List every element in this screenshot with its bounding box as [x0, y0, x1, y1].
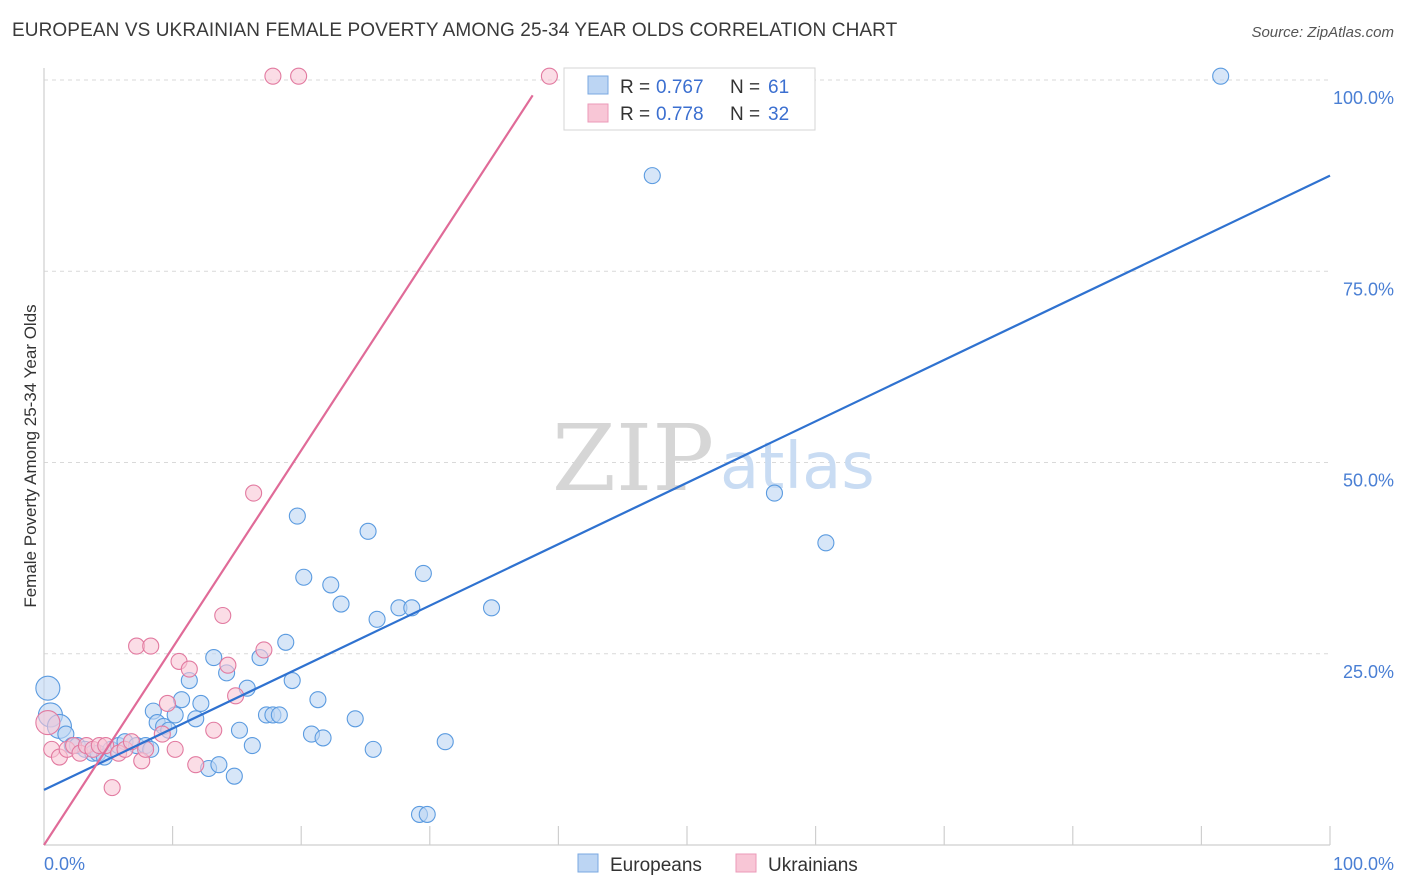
legend-r-label: R = [620, 104, 650, 125]
europeans-point [414, 564, 432, 582]
y-tick-label: 75.0% [1343, 279, 1394, 299]
europeans-point [332, 595, 350, 613]
legend-swatch-europeans [587, 75, 609, 95]
ukrainians-point [187, 756, 205, 774]
europeans-point [205, 649, 223, 667]
ukrainians-point [219, 656, 237, 674]
bottom-legend-swatch-europeans [577, 853, 599, 873]
europeans-point [765, 484, 783, 502]
ukrainians-point [35, 710, 61, 736]
europeans-point [314, 729, 332, 747]
europeans-point [309, 691, 327, 709]
chart-title: EUROPEAN VS UKRAINIAN FEMALE POVERTY AMO… [12, 20, 898, 41]
europeans-point [277, 633, 295, 651]
europeans-point [243, 736, 261, 755]
europeans-point [418, 805, 436, 823]
europeans-point [192, 694, 210, 713]
legend-r-value-europeans: 0.767 [656, 77, 704, 98]
ukrainians-point [264, 67, 282, 85]
europeans-point [187, 710, 205, 728]
ukrainians-point [255, 641, 273, 659]
legend-n-value-europeans: 61 [768, 77, 789, 98]
ukrainians-point [540, 67, 558, 85]
y-tick-label: 100.0% [1333, 88, 1394, 108]
europeans-point [322, 576, 340, 594]
legend-swatch-ukrainians [587, 103, 609, 123]
ukrainians-point [166, 740, 184, 758]
europeans-point [346, 710, 364, 728]
trend-lines [43, 94, 1331, 846]
legend-n-value-ukrainians: 32 [768, 104, 789, 125]
trend-line-europeans [43, 174, 1331, 791]
legend: R = 0.767 N = 61 R = 0.778 N = 32 [563, 67, 816, 131]
europeans-point [288, 507, 306, 525]
ukrainians-point [214, 606, 232, 625]
ukrainians-point [158, 694, 177, 713]
ukrainians-point [290, 67, 308, 85]
europeans-point [643, 167, 661, 185]
bottom-legend-label-europeans: Europeans [610, 855, 702, 876]
y-tick-label: 50.0% [1343, 471, 1394, 491]
watermark-zip: ZIP [552, 405, 714, 512]
ukrainians-point [180, 660, 198, 678]
europeans-point [270, 706, 288, 724]
legend-r-label: R = [620, 77, 650, 98]
bottom-legend-swatch-ukrainians [735, 853, 757, 873]
y-tick-labels: 25.0% 50.0% 75.0% 100.0% [1333, 88, 1394, 682]
x-tick-label-max: 100.0% [1333, 854, 1394, 874]
europeans-point [295, 568, 313, 586]
europeans-point [364, 740, 382, 758]
legend-n-label: N = [730, 104, 760, 125]
ukrainians-point [97, 736, 115, 755]
chart-source: Source: ZipAtlas.com [1251, 24, 1394, 41]
series-ukrainians-points [35, 67, 558, 797]
ukrainians-point [205, 721, 223, 739]
legend-r-value-ukrainians: 0.778 [656, 104, 704, 125]
trend-line-ukrainians [43, 94, 534, 846]
europeans-point [368, 610, 386, 628]
europeans-point [817, 534, 835, 552]
europeans-point [225, 767, 243, 785]
y-axis-label: Female Poverty Among 25-34 Year Olds [21, 304, 40, 607]
gridlines [44, 79, 1330, 655]
europeans-point [436, 733, 454, 751]
legend-n-label: N = [730, 77, 760, 98]
europeans-point [230, 721, 249, 739]
europeans-point [359, 522, 377, 540]
europeans-point [35, 675, 61, 701]
europeans-point [210, 756, 228, 774]
bottom-legend-label-ukrainians: Ukrainians [768, 855, 858, 876]
x-tick-label-min: 0.0% [44, 854, 85, 874]
bottom-legend: Europeans Ukrainians [577, 853, 858, 876]
watermark: ZIP atlas [552, 405, 875, 512]
ukrainians-point [142, 637, 160, 655]
europeans-point [1212, 67, 1230, 85]
europeans-point [482, 599, 501, 617]
europeans-point [173, 691, 191, 709]
watermark-atlas: atlas [720, 430, 875, 504]
y-tick-label: 25.0% [1343, 662, 1394, 682]
ukrainians-point [245, 484, 263, 502]
x-ticks [172, 826, 1331, 845]
ukrainians-point [103, 779, 121, 797]
